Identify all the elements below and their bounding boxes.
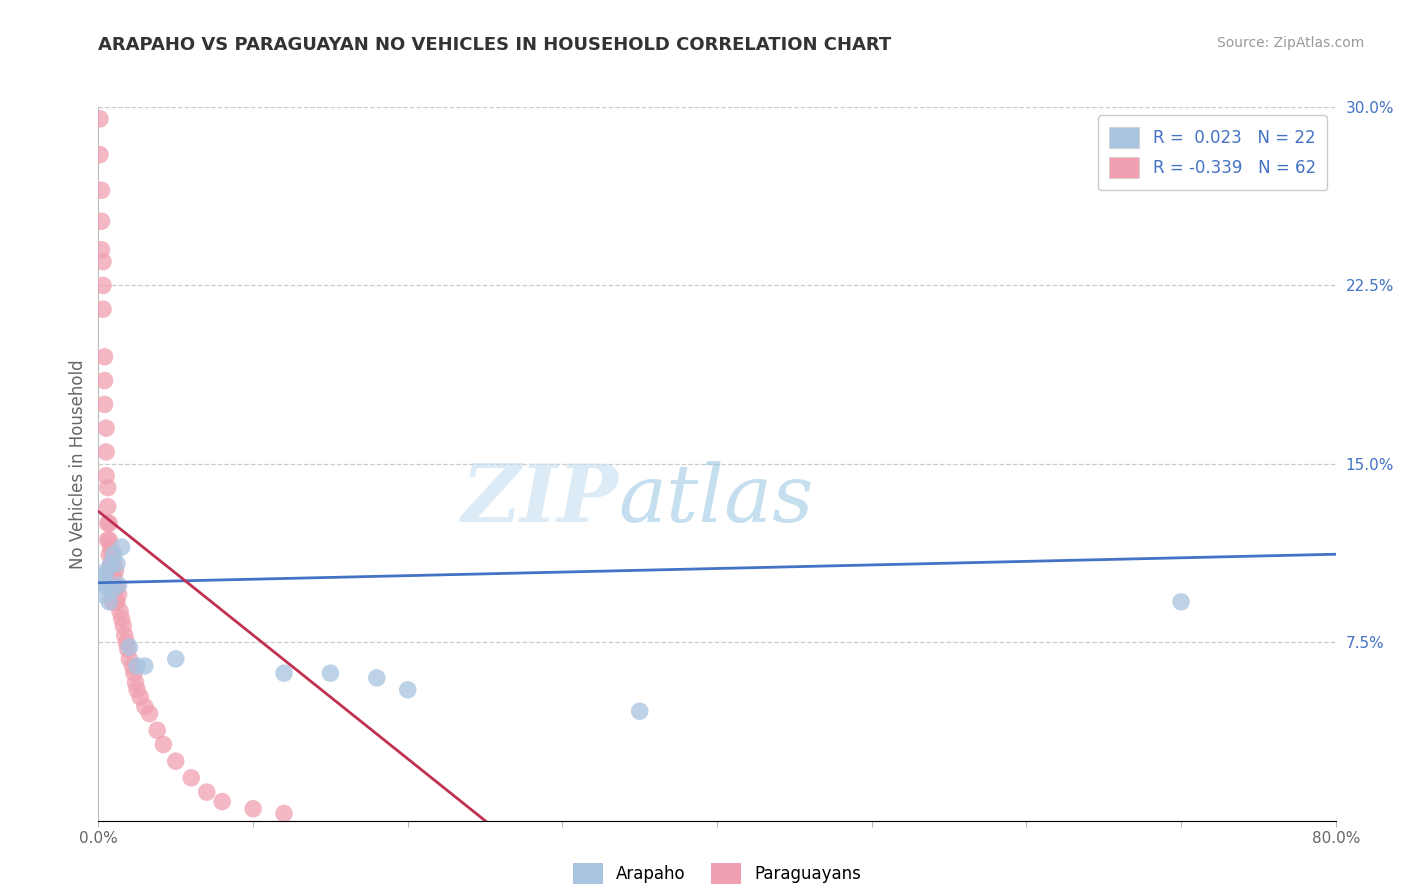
Point xyxy=(100,557,122,571)
Point xyxy=(134,659,156,673)
Point xyxy=(105,581,128,595)
Point xyxy=(108,604,131,618)
Point xyxy=(93,568,115,582)
Legend: Arapaho, Paraguayans: Arapaho, Paraguayans xyxy=(567,856,868,891)
Y-axis label: No Vehicles in Household: No Vehicles in Household xyxy=(69,359,87,569)
Text: Source: ZipAtlas.com: Source: ZipAtlas.com xyxy=(1216,36,1364,50)
Point xyxy=(107,578,129,592)
Point xyxy=(396,682,419,697)
Point xyxy=(91,278,114,293)
Point xyxy=(103,571,125,585)
Point xyxy=(105,595,128,609)
Point xyxy=(104,564,127,578)
Point xyxy=(93,397,115,411)
Point xyxy=(111,611,134,625)
Point xyxy=(366,671,388,685)
Point xyxy=(118,640,141,654)
Point xyxy=(101,564,124,578)
Point xyxy=(91,588,114,602)
Point xyxy=(165,754,187,768)
Point xyxy=(115,635,138,649)
Point xyxy=(1170,595,1192,609)
Point xyxy=(103,595,125,609)
Point xyxy=(242,802,264,816)
Point xyxy=(121,659,143,673)
Point xyxy=(96,421,118,435)
Text: ARAPAHO VS PARAGUAYAN NO VEHICLES IN HOUSEHOLD CORRELATION CHART: ARAPAHO VS PARAGUAYAN NO VEHICLES IN HOU… xyxy=(98,36,891,54)
Point xyxy=(138,706,160,721)
Point xyxy=(180,771,202,785)
Point xyxy=(104,595,127,609)
Point xyxy=(97,481,120,495)
Point xyxy=(89,112,111,126)
Point xyxy=(195,785,218,799)
Point xyxy=(101,581,124,595)
Point xyxy=(124,675,146,690)
Point xyxy=(146,723,169,738)
Point xyxy=(319,666,342,681)
Point xyxy=(111,540,134,554)
Point xyxy=(96,445,118,459)
Point xyxy=(628,704,651,718)
Point xyxy=(98,595,121,609)
Point xyxy=(122,666,145,681)
Point xyxy=(100,571,122,585)
Text: atlas: atlas xyxy=(619,461,814,538)
Point xyxy=(134,699,156,714)
Point xyxy=(98,547,121,561)
Point xyxy=(97,581,120,595)
Point xyxy=(273,806,295,821)
Point xyxy=(97,500,120,514)
Point xyxy=(101,557,124,571)
Point xyxy=(90,243,112,257)
Point xyxy=(91,575,114,590)
Point xyxy=(91,254,114,268)
Point xyxy=(93,350,115,364)
Point xyxy=(90,183,112,197)
Point xyxy=(105,557,128,571)
Point xyxy=(273,666,295,681)
Point xyxy=(100,540,122,554)
Point xyxy=(103,557,125,571)
Point xyxy=(90,214,112,228)
Point xyxy=(97,516,120,531)
Point xyxy=(96,468,118,483)
Point xyxy=(89,147,111,161)
Point xyxy=(127,659,149,673)
Point xyxy=(152,738,174,752)
Point xyxy=(100,557,122,571)
Point xyxy=(98,533,121,547)
Point xyxy=(93,374,115,388)
Point xyxy=(98,516,121,531)
Point xyxy=(103,547,125,561)
Point xyxy=(211,795,233,809)
Text: ZIP: ZIP xyxy=(461,461,619,538)
Point xyxy=(104,581,127,595)
Point xyxy=(101,547,124,561)
Point xyxy=(96,564,118,578)
Point xyxy=(101,582,124,597)
Point xyxy=(117,642,139,657)
Point xyxy=(97,533,120,547)
Point xyxy=(98,564,121,578)
Point xyxy=(103,581,125,595)
Point xyxy=(127,682,149,697)
Point xyxy=(165,652,187,666)
Point xyxy=(118,652,141,666)
Point xyxy=(129,690,152,704)
Point xyxy=(114,628,136,642)
Point xyxy=(91,302,114,317)
Point xyxy=(101,595,124,609)
Point xyxy=(112,618,135,632)
Point xyxy=(107,588,129,602)
